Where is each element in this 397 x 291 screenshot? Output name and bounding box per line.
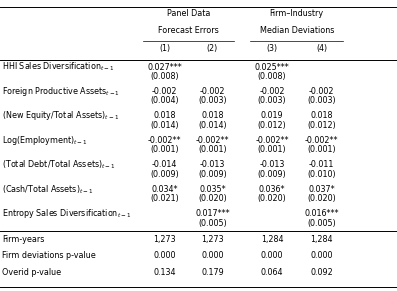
Text: (3): (3) <box>266 44 278 53</box>
Text: Overid p-value: Overid p-value <box>2 268 61 277</box>
Text: (0.008): (0.008) <box>150 72 179 81</box>
Text: (0.001): (0.001) <box>198 145 227 154</box>
Text: (0.001): (0.001) <box>150 145 179 154</box>
Text: Median Deviations: Median Deviations <box>260 26 334 35</box>
Text: 0.018: 0.018 <box>310 111 333 120</box>
Text: 1,273: 1,273 <box>201 235 224 244</box>
Text: (0.014): (0.014) <box>150 121 179 130</box>
Text: (0.012): (0.012) <box>307 121 336 130</box>
Text: HHI Sales Diversification$_{t-1}$: HHI Sales Diversification$_{t-1}$ <box>2 61 114 73</box>
Text: -0.002**: -0.002** <box>196 136 229 145</box>
Text: Panel Data: Panel Data <box>167 9 210 18</box>
Text: (0.014): (0.014) <box>198 121 227 130</box>
Text: (New Equity/Total Assets)$_{t-1}$: (New Equity/Total Assets)$_{t-1}$ <box>2 109 119 123</box>
Text: (0.009): (0.009) <box>258 170 286 179</box>
Text: 0.019: 0.019 <box>261 111 283 120</box>
Text: (0.020): (0.020) <box>258 194 286 203</box>
Text: -0.013: -0.013 <box>200 160 225 169</box>
Text: 0.000: 0.000 <box>261 251 283 260</box>
Text: (0.001): (0.001) <box>258 145 286 154</box>
Text: 0.016***: 0.016*** <box>304 210 339 219</box>
Text: (0.009): (0.009) <box>198 170 227 179</box>
Text: -0.011: -0.011 <box>309 160 334 169</box>
Text: (0.021): (0.021) <box>150 194 179 203</box>
Text: (0.008): (0.008) <box>258 72 286 81</box>
Text: 0.027***: 0.027*** <box>147 63 182 72</box>
Text: Entropy Sales Diversification$_{t-1}$: Entropy Sales Diversification$_{t-1}$ <box>2 207 131 220</box>
Text: (0.003): (0.003) <box>258 96 286 105</box>
Text: (0.001): (0.001) <box>307 145 336 154</box>
Text: -0.002: -0.002 <box>259 87 285 96</box>
Text: -0.014: -0.014 <box>152 160 177 169</box>
Text: (0.003): (0.003) <box>198 96 227 105</box>
Text: (0.005): (0.005) <box>307 219 336 228</box>
Text: (0.020): (0.020) <box>198 194 227 203</box>
Text: (0.005): (0.005) <box>198 219 227 228</box>
Text: 0.179: 0.179 <box>201 268 224 277</box>
Text: -0.002: -0.002 <box>309 87 334 96</box>
Text: 1,273: 1,273 <box>154 235 176 244</box>
Text: 0.035*: 0.035* <box>199 185 226 194</box>
Text: 0.134: 0.134 <box>154 268 176 277</box>
Text: 0.000: 0.000 <box>201 251 224 260</box>
Text: -0.002**: -0.002** <box>305 136 338 145</box>
Text: (0.020): (0.020) <box>307 194 336 203</box>
Text: Firm deviations p-value: Firm deviations p-value <box>2 251 96 260</box>
Text: 1,284: 1,284 <box>261 235 283 244</box>
Text: Firm–Industry: Firm–Industry <box>270 9 324 18</box>
Text: -0.002**: -0.002** <box>255 136 289 145</box>
Text: 0.092: 0.092 <box>310 268 333 277</box>
Text: -0.002: -0.002 <box>200 87 225 96</box>
Text: 1,284: 1,284 <box>310 235 333 244</box>
Text: Foreign Productive Assets$_{t-1}$: Foreign Productive Assets$_{t-1}$ <box>2 85 120 98</box>
Text: 0.000: 0.000 <box>154 251 176 260</box>
Text: 0.037*: 0.037* <box>308 185 335 194</box>
Text: (Total Debt/Total Assets)$_{t-1}$: (Total Debt/Total Assets)$_{t-1}$ <box>2 159 116 171</box>
Text: -0.002: -0.002 <box>152 87 177 96</box>
Text: Log(Employment)$_{t-1}$: Log(Employment)$_{t-1}$ <box>2 134 88 147</box>
Text: Firm-years: Firm-years <box>2 235 44 244</box>
Text: (1): (1) <box>159 44 170 53</box>
Text: 0.017***: 0.017*** <box>195 210 230 219</box>
Text: (0.003): (0.003) <box>307 96 336 105</box>
Text: (0.010): (0.010) <box>307 170 336 179</box>
Text: 0.018: 0.018 <box>154 111 176 120</box>
Text: 0.064: 0.064 <box>261 268 283 277</box>
Text: (4): (4) <box>316 44 327 53</box>
Text: (0.012): (0.012) <box>258 121 286 130</box>
Text: 0.034*: 0.034* <box>152 185 178 194</box>
Text: 0.036*: 0.036* <box>259 185 285 194</box>
Text: (2): (2) <box>207 44 218 53</box>
Text: (Cash/Total Assets)$_{t-1}$: (Cash/Total Assets)$_{t-1}$ <box>2 183 93 196</box>
Text: -0.013: -0.013 <box>259 160 285 169</box>
Text: (0.004): (0.004) <box>150 96 179 105</box>
Text: (0.009): (0.009) <box>150 170 179 179</box>
Text: 0.000: 0.000 <box>310 251 333 260</box>
Text: Forecast Errors: Forecast Errors <box>158 26 219 35</box>
Text: 0.025***: 0.025*** <box>254 63 289 72</box>
Text: -0.002**: -0.002** <box>148 136 181 145</box>
Text: 0.018: 0.018 <box>201 111 224 120</box>
